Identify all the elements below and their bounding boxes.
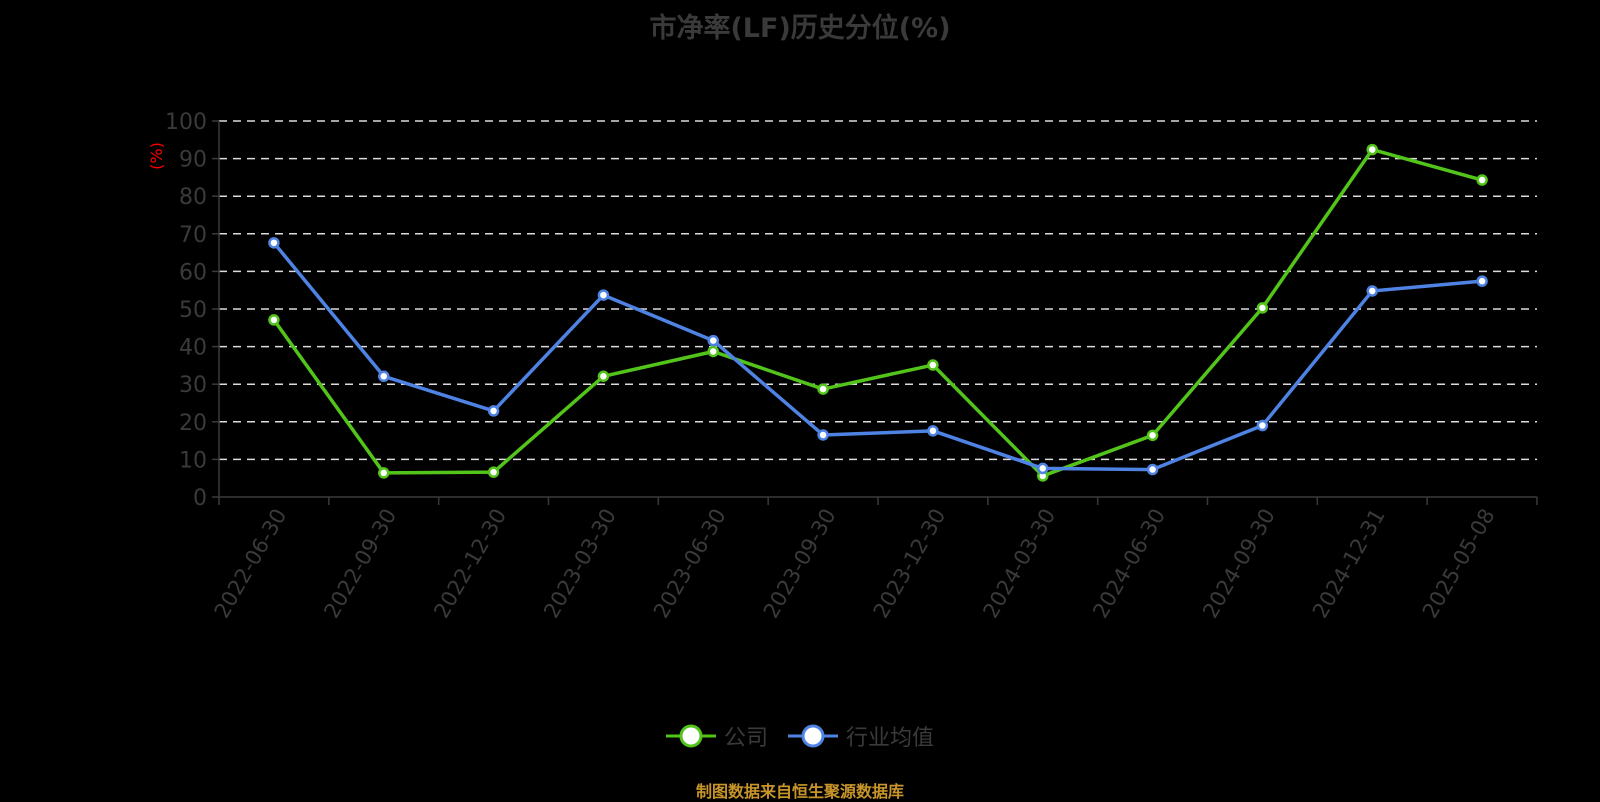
legend-green-circle-icon xyxy=(665,724,716,748)
data-point[interactable] xyxy=(927,425,939,437)
x-tick-label: 2022-12-30 xyxy=(429,505,511,623)
data-point[interactable] xyxy=(1476,275,1488,287)
legend-label-company: 公司 xyxy=(723,726,768,751)
data-point[interactable] xyxy=(597,370,610,383)
data-point[interactable] xyxy=(1366,285,1378,297)
x-tick-label: 2023-06-30 xyxy=(649,505,731,623)
y-tick-label: 100 xyxy=(165,110,207,135)
series-line-0 xyxy=(272,147,1483,478)
data-point[interactable] xyxy=(597,289,610,301)
legend-blue-circle-icon xyxy=(788,724,838,748)
data-point[interactable] xyxy=(487,405,500,417)
x-tick-label: 2024-09-30 xyxy=(1198,505,1280,623)
data-point[interactable] xyxy=(1256,419,1269,432)
data-point[interactable] xyxy=(268,314,280,326)
legend-item-company[interactable]: 公司 xyxy=(665,720,768,752)
data-point[interactable] xyxy=(817,383,829,395)
x-tick-label: 2025-05-08 xyxy=(1418,505,1500,623)
y-tick-label: 90 xyxy=(179,148,207,173)
y-tick-label: 0 xyxy=(193,486,207,511)
data-point[interactable] xyxy=(1476,174,1488,186)
x-tick-label: 2023-12-30 xyxy=(869,505,951,623)
data-point[interactable] xyxy=(1037,462,1049,475)
legend: 公司 行业均值 xyxy=(0,720,1600,752)
data-point[interactable] xyxy=(378,370,390,383)
chart-title: 市净率(LF)历史分位(%) xyxy=(649,13,951,44)
x-tick-label: 2023-09-30 xyxy=(759,505,841,623)
x-tick-label: 2024-12-31 xyxy=(1308,505,1390,623)
legend-label-industry-avg: 行业均值 xyxy=(846,726,935,751)
data-point[interactable] xyxy=(707,334,719,347)
y-tick-label: 20 xyxy=(179,411,207,436)
x-tick-label: 2023-03-30 xyxy=(539,505,621,623)
x-tick-label: 2024-03-30 xyxy=(978,505,1060,623)
data-point[interactable] xyxy=(487,466,500,478)
y-tick-label: 70 xyxy=(179,223,207,248)
y-tick-label: 80 xyxy=(179,185,207,210)
data-point[interactable] xyxy=(707,345,719,358)
y-tick-label: 10 xyxy=(179,448,207,473)
series-line-1 xyxy=(272,241,1483,472)
x-tick-label: 2022-06-30 xyxy=(210,505,292,623)
y-axis-label: (%) xyxy=(147,142,166,170)
y-tick-label: 30 xyxy=(179,373,207,398)
data-source-footer: 制图数据来自恒生聚源数据库 xyxy=(695,782,904,801)
data-point[interactable] xyxy=(378,467,390,479)
data-point[interactable] xyxy=(1366,143,1378,156)
data-point[interactable] xyxy=(817,429,829,441)
x-tick-label: 2022-09-30 xyxy=(319,505,401,623)
y-tick-label: 60 xyxy=(179,260,207,285)
x-tick-label: 2024-06-30 xyxy=(1088,505,1170,623)
y-tick-label: 40 xyxy=(179,336,207,361)
data-point[interactable] xyxy=(268,237,280,249)
data-point[interactable] xyxy=(1256,302,1269,314)
data-point[interactable] xyxy=(927,359,939,371)
data-point[interactable] xyxy=(1146,429,1159,442)
data-point[interactable] xyxy=(1146,463,1159,476)
y-tick-label: 50 xyxy=(179,298,207,323)
legend-item-industry-avg[interactable]: 行业均值 xyxy=(788,720,934,752)
